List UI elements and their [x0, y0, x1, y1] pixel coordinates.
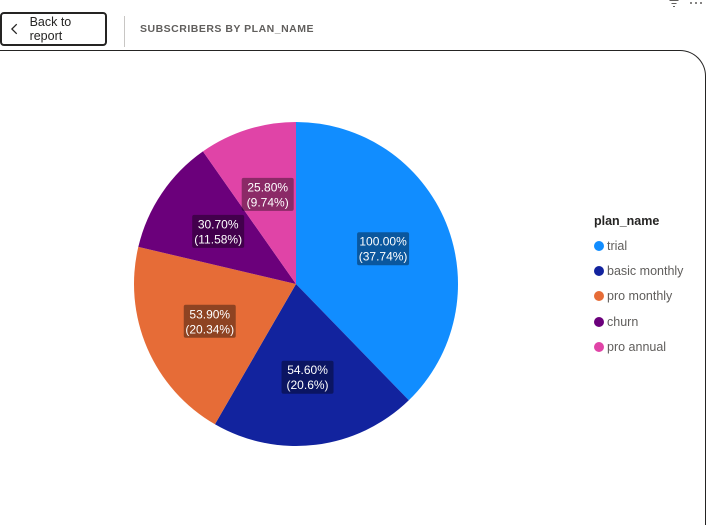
data-label-percent-of-total: (37.74%) — [359, 250, 408, 264]
data-label-pro-annual: 25.80%(9.74%) — [241, 177, 294, 211]
data-label-churn: 30.70%(11.58%) — [192, 214, 245, 248]
data-label-percent-of-max: 30.70% — [198, 217, 239, 231]
back-to-report-button[interactable]: Back to report — [0, 12, 107, 46]
data-label-percent-of-max: 54.60% — [287, 363, 328, 377]
pie-slice-pro-annual[interactable] — [202, 122, 296, 284]
legend-item-basic-monthly[interactable]: basic monthly — [594, 258, 683, 283]
legend-dot-icon — [594, 291, 604, 302]
header-divider — [124, 16, 125, 47]
data-label-percent-of-max: 100.00% — [359, 235, 407, 249]
visual-header-icons — [669, 0, 703, 8]
back-to-report-label: Back to report — [29, 15, 72, 43]
data-label-percent-of-max: 53.90% — [189, 307, 230, 321]
data-label-pro-monthly: 53.90%(20.34%) — [183, 304, 236, 338]
legend-label: trial — [607, 238, 628, 253]
data-label-background — [281, 360, 334, 394]
data-label-percent-of-max: 25.80% — [247, 180, 288, 194]
legend-item-pro-annual[interactable]: pro annual — [594, 334, 683, 359]
legend-label: basic monthly — [607, 263, 684, 278]
legend-label: churn — [607, 314, 639, 329]
data-label-trial: 100.00%(37.74%) — [357, 232, 410, 266]
legend-dot-icon — [594, 265, 604, 276]
legend-item-churn[interactable]: churn — [594, 309, 683, 334]
visual-title: SUBSCRIBERS BY PLAN_NAME — [140, 23, 314, 35]
pie-slice-pro-monthly[interactable] — [134, 246, 296, 425]
data-label-background — [183, 304, 236, 338]
data-label-percent-of-total: (11.58%) — [194, 232, 242, 246]
legend-title: plan_name — [594, 214, 660, 228]
legend-item-pro-monthly[interactable]: pro monthly — [594, 284, 683, 309]
legend-dot-icon — [594, 341, 604, 352]
data-label-percent-of-total: (20.6%) — [287, 378, 329, 392]
pie-slice-basic-monthly[interactable] — [214, 284, 409, 446]
legend-label: pro annual — [607, 339, 667, 354]
legend-item-trial[interactable]: trial — [594, 233, 683, 258]
data-label-background — [192, 214, 245, 248]
data-label-background — [357, 232, 410, 266]
legend-dot-icon — [594, 316, 604, 327]
legend-label: pro monthly — [607, 289, 673, 304]
chevron-left-icon — [10, 23, 18, 35]
legend: plan_name trial basic monthly pro monthly c… — [594, 214, 683, 359]
pie-slice-churn[interactable] — [138, 151, 296, 284]
filter-icon[interactable] — [669, 0, 679, 8]
data-label-percent-of-total: (9.74%) — [247, 195, 289, 209]
legend-dot-icon — [594, 240, 604, 251]
data-label-percent-of-total: (20.34%) — [185, 322, 234, 336]
more-options-icon[interactable] — [689, 0, 703, 6]
data-label-basic-monthly: 54.60%(20.6%) — [281, 360, 334, 394]
pie-slice-trial[interactable] — [296, 122, 458, 401]
data-label-background — [241, 177, 294, 211]
